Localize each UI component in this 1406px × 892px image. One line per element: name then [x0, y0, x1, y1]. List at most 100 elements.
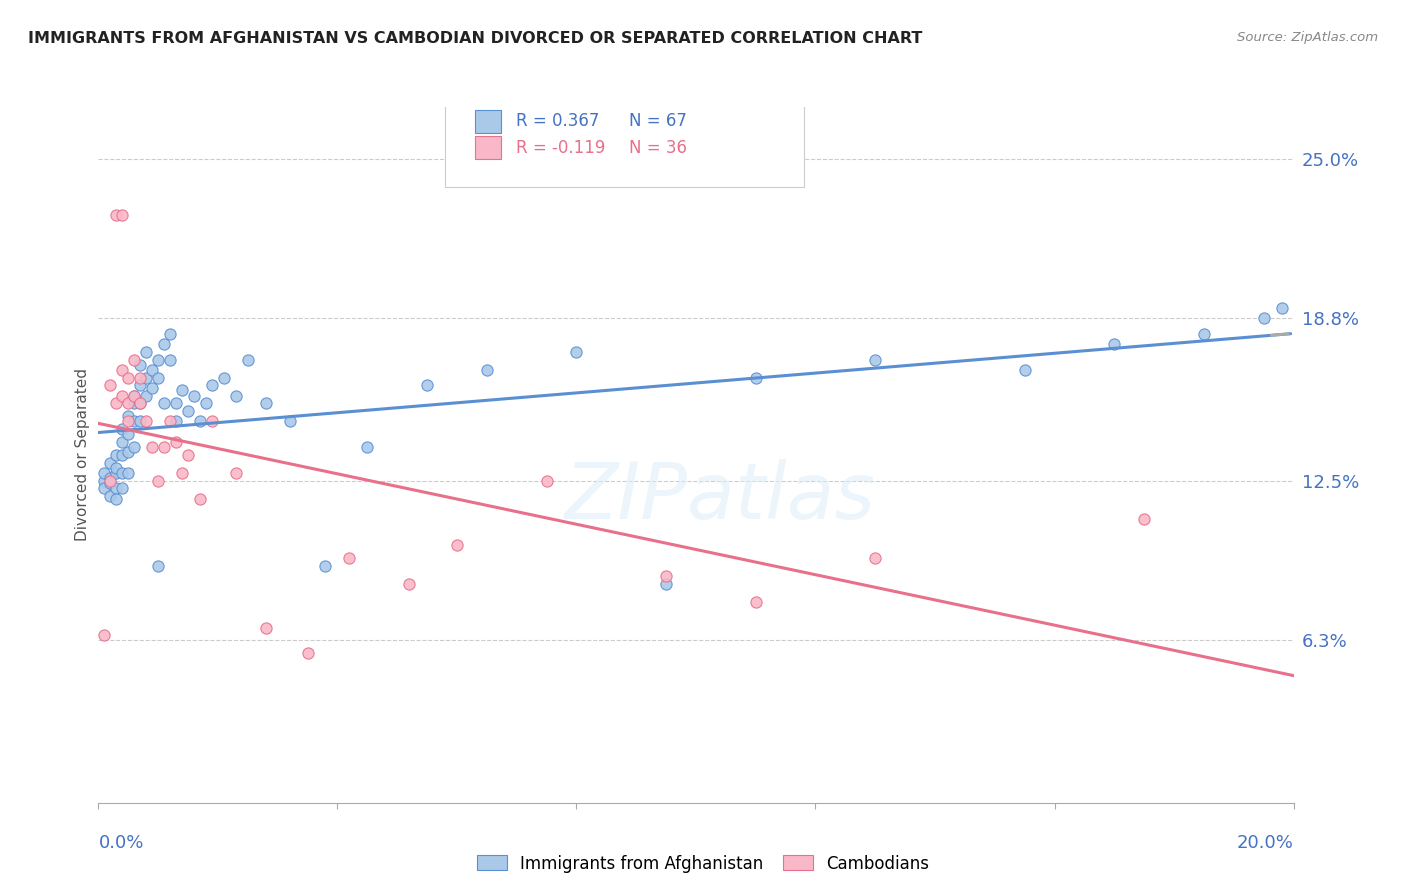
Point: [1014, 363, 1036, 377]
Point: [159, 352, 181, 367]
Bar: [475, 110, 501, 133]
Point: [105, 396, 128, 410]
Point: [254, 396, 277, 410]
Point: [129, 370, 152, 384]
Point: [129, 396, 152, 410]
Point: [117, 396, 139, 410]
Point: [129, 396, 152, 410]
Point: [865, 352, 887, 367]
Point: [129, 378, 152, 392]
Text: R = 0.367: R = 0.367: [516, 112, 599, 130]
FancyBboxPatch shape: [444, 103, 804, 187]
Point: [105, 466, 128, 480]
Point: [100, 474, 122, 488]
Point: [124, 389, 146, 403]
Point: [278, 414, 301, 428]
Point: [124, 352, 146, 367]
Point: [148, 370, 170, 384]
Point: [172, 384, 194, 398]
Point: [236, 352, 259, 367]
Point: [105, 208, 128, 222]
Text: 20.0%: 20.0%: [1237, 834, 1294, 852]
Point: [565, 344, 588, 359]
Point: [135, 389, 157, 403]
Point: [201, 414, 224, 428]
Y-axis label: Divorced or Separated: Divorced or Separated: [75, 368, 90, 541]
Point: [124, 414, 146, 428]
Point: [153, 440, 176, 454]
Point: [141, 381, 163, 395]
Point: [117, 466, 139, 480]
Point: [536, 474, 558, 488]
Point: [117, 370, 139, 384]
Point: [100, 471, 122, 485]
Point: [129, 414, 152, 428]
Point: [111, 422, 134, 436]
Point: [153, 337, 176, 351]
Text: Source: ZipAtlas.com: Source: ZipAtlas.com: [1237, 31, 1378, 45]
Point: [398, 576, 420, 591]
Point: [111, 389, 134, 403]
Point: [1133, 512, 1156, 526]
Point: [1192, 326, 1215, 341]
Point: [165, 396, 187, 410]
Point: [100, 476, 122, 491]
Point: [135, 344, 157, 359]
Point: [111, 435, 134, 450]
Point: [117, 445, 139, 459]
Point: [117, 427, 139, 442]
Point: [141, 440, 163, 454]
Point: [93, 482, 115, 496]
Point: [111, 448, 134, 462]
Point: [177, 448, 200, 462]
Text: N = 36: N = 36: [628, 139, 688, 157]
Point: [93, 474, 115, 488]
Point: [141, 363, 163, 377]
Point: [148, 474, 170, 488]
Point: [105, 460, 128, 475]
Point: [165, 435, 187, 450]
Point: [153, 396, 176, 410]
Point: [159, 414, 181, 428]
Point: [148, 558, 170, 573]
Point: [117, 409, 139, 424]
Point: [124, 396, 146, 410]
Point: [124, 440, 146, 454]
Text: 0.0%: 0.0%: [98, 834, 143, 852]
Point: [254, 621, 277, 635]
Point: [212, 370, 235, 384]
Point: [315, 558, 337, 573]
Point: [177, 404, 200, 418]
Point: [297, 646, 319, 660]
Point: [201, 378, 224, 392]
Point: [129, 358, 152, 372]
Point: [172, 466, 194, 480]
Point: [111, 208, 134, 222]
Point: [446, 538, 468, 552]
Point: [865, 551, 887, 566]
Point: [93, 628, 115, 642]
Point: [475, 363, 498, 377]
Point: [225, 466, 247, 480]
Text: IMMIGRANTS FROM AFGHANISTAN VS CAMBODIAN DIVORCED OR SEPARATED CORRELATION CHART: IMMIGRANTS FROM AFGHANISTAN VS CAMBODIAN…: [28, 31, 922, 46]
Point: [135, 370, 157, 384]
Point: [1253, 311, 1275, 326]
Point: [183, 389, 205, 403]
Point: [135, 414, 157, 428]
Text: ZIPatlas: ZIPatlas: [564, 458, 876, 534]
Point: [188, 491, 211, 506]
Text: N = 67: N = 67: [628, 112, 688, 130]
Point: [148, 352, 170, 367]
Point: [124, 389, 146, 403]
Point: [1104, 337, 1126, 351]
Point: [745, 595, 768, 609]
Point: [356, 440, 378, 454]
Point: [93, 466, 115, 480]
Point: [1271, 301, 1294, 315]
Legend: Immigrants from Afghanistan, Cambodians: Immigrants from Afghanistan, Cambodians: [470, 848, 936, 880]
Point: [188, 414, 211, 428]
Point: [416, 378, 439, 392]
Point: [111, 363, 134, 377]
Point: [159, 326, 181, 341]
Point: [195, 396, 218, 410]
